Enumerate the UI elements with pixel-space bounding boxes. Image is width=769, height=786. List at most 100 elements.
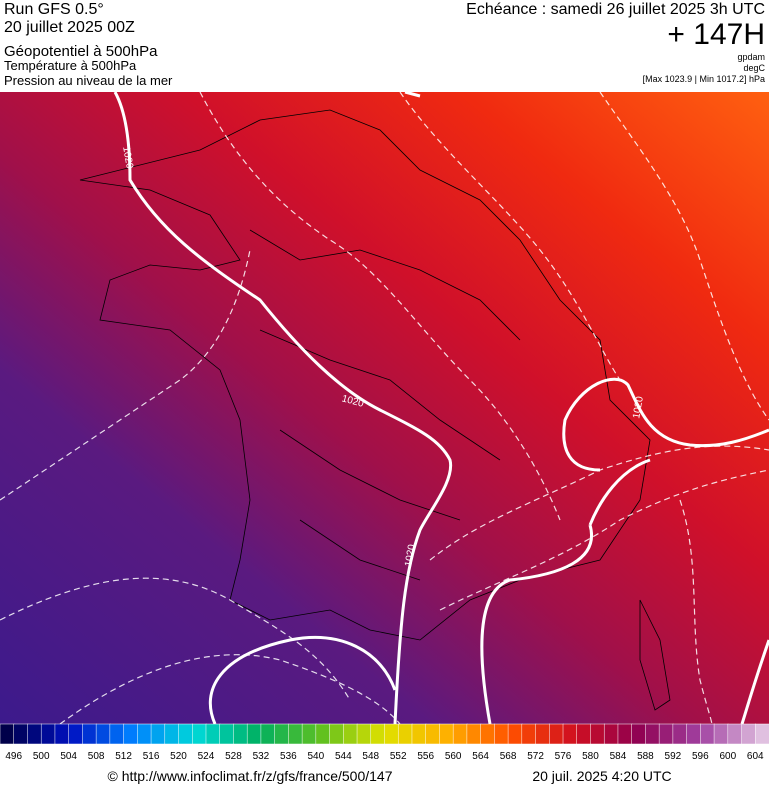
colorbar-label: 504 [60, 751, 77, 762]
colorbar-label: 600 [719, 751, 736, 762]
field-2: Température à 500hPa [4, 58, 137, 73]
colorbar-swatch [40, 723, 56, 745]
colorbar-swatch [356, 723, 372, 745]
run-date: 20 juillet 2025 00Z [4, 19, 135, 36]
forecast: Echéance : samedi 26 juillet 2025 3h UTC [466, 1, 765, 18]
colorbar-label: 520 [170, 751, 187, 762]
isobar [562, 377, 769, 472]
colorbar-label: 588 [637, 751, 654, 762]
field-background [0, 92, 769, 724]
colorbar-swatch [439, 723, 454, 745]
contour [0, 577, 351, 701]
colorbar-label: 580 [582, 751, 599, 762]
colorbar-label: 592 [665, 751, 682, 762]
colorbar-swatch [27, 723, 42, 745]
colorbar-swatch [617, 723, 633, 745]
colorbar-swatch [658, 723, 674, 745]
isobar-label: 1020 [631, 395, 646, 419]
colorbar-swatch [370, 723, 386, 745]
colorbar-swatch [205, 723, 221, 745]
isobar [480, 458, 651, 725]
colorbar-swatch [192, 723, 207, 745]
colorbar-swatch [452, 723, 468, 745]
colorbar-swatch [301, 723, 317, 745]
colorbar-swatch [480, 723, 496, 745]
colorbar-swatch [95, 723, 111, 745]
colorbar-label: 512 [115, 751, 132, 762]
colorbar-swatch [0, 723, 15, 745]
colorbar-swatch [590, 723, 605, 745]
unit: [Max 1023.9 | Min 1017.2] hPa [643, 74, 765, 84]
colorbar-label: 524 [198, 751, 215, 762]
offset: + 147H [667, 18, 765, 51]
colorbar-swatch [384, 723, 399, 745]
colorbar-label: 604 [747, 751, 764, 762]
colorbar-swatch [343, 723, 358, 745]
colorbar-label: 560 [445, 751, 462, 762]
colorbar-label: 544 [335, 751, 352, 762]
isobar [740, 639, 769, 725]
colorbar-swatch [425, 723, 441, 745]
contour [599, 91, 769, 421]
unit: degC [743, 63, 765, 73]
colorbar-label: 516 [143, 751, 160, 762]
isobar [208, 635, 397, 725]
field-1: Géopotentiel à 500hPa [4, 43, 158, 60]
colorbar-swatch [713, 723, 729, 745]
colorbar-swatch [219, 723, 235, 745]
isobar [113, 91, 453, 725]
colorbar-label: 536 [280, 751, 297, 762]
colorbar-swatch [466, 723, 482, 745]
colorbar-swatch [329, 723, 345, 745]
colorbar-swatch [521, 723, 537, 745]
border [249, 229, 671, 711]
colorbar-swatch [150, 723, 166, 745]
contour [59, 654, 401, 725]
colorbar-swatch [603, 723, 619, 745]
map: 1020 1020 1020 1020 [0, 90, 769, 725]
unit: gpdam [737, 52, 765, 62]
colorbar-swatch [68, 723, 84, 745]
coastline [79, 109, 651, 641]
contour [0, 249, 251, 501]
colorbar-label: 532 [253, 751, 270, 762]
colorbar-swatch [645, 723, 660, 745]
colorbar-swatch [315, 723, 331, 745]
colorbar-swatch [178, 723, 193, 745]
colorbar: 496 500 504 508 512 516 520 524 528 532 536 540 544 5… [0, 723, 769, 762]
isobar-label: 1020 [120, 146, 135, 170]
colorbar-label: 576 [555, 751, 572, 762]
colorbar-swatch [123, 723, 139, 745]
colorbar-swatch [700, 723, 715, 745]
colorbar-swatch [260, 723, 276, 745]
colorbar-label: 540 [307, 751, 324, 762]
run: Run GFS 0.5° [4, 1, 104, 18]
colorbar-label: 548 [362, 751, 379, 762]
isobar [404, 90, 421, 98]
colorbar-swatch [631, 723, 647, 745]
colorbar-swatch [535, 723, 551, 745]
colorbar-swatch [507, 723, 523, 745]
colorbar-swatch [274, 723, 290, 745]
colorbar-swatch [727, 723, 743, 745]
colorbar-swatch [672, 723, 688, 745]
isobar-label: 1020 [403, 543, 418, 567]
colorbar-swatch [549, 723, 564, 745]
colorbar-swatch [562, 723, 578, 745]
colorbar-swatch [755, 723, 769, 745]
colorbar-label: 564 [472, 751, 489, 762]
contour [199, 91, 561, 521]
colorbar-swatch [411, 723, 427, 745]
footer-timestamp: 20 juil. 2025 4:20 UTC [532, 768, 671, 784]
contour [679, 499, 713, 725]
colorbar-swatch [246, 723, 262, 745]
colorbar-swatch [82, 723, 97, 745]
colorbar-label: 500 [33, 751, 50, 762]
colorbar-swatch [109, 723, 125, 745]
colorbar-label: 496 [5, 751, 22, 762]
colorbar-swatch [137, 723, 152, 745]
colorbar-label: 508 [88, 751, 105, 762]
colorbar-swatch [494, 723, 509, 745]
colorbar-swatch [288, 723, 303, 745]
